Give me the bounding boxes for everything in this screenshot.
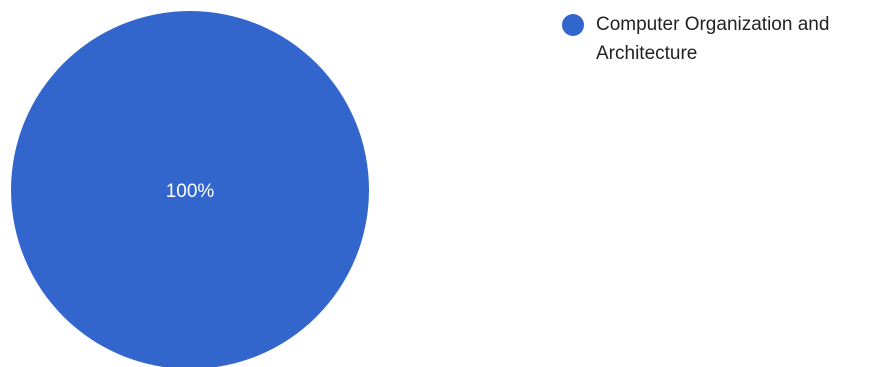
- pie-slices: [11, 11, 369, 367]
- legend-swatch: [562, 14, 584, 36]
- chart-legend: Computer Organization and Architecture: [562, 10, 892, 68]
- pie-slice[interactable]: [11, 11, 369, 367]
- legend-label: Computer Organization and Architecture: [596, 14, 830, 64]
- pie-slice-label: 100%: [166, 181, 215, 202]
- legend-item[interactable]: Computer Organization and Architecture: [562, 10, 892, 68]
- pie-slice-labels: 100%: [166, 181, 215, 202]
